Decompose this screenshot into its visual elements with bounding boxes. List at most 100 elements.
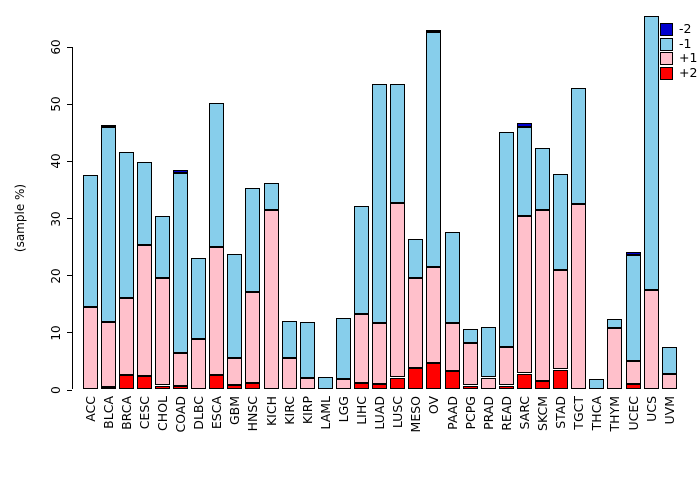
y-tick [67,46,72,48]
y-tick [67,332,72,334]
x-label-BRCA: BRCA [118,396,134,430]
bar-segment-PCPG-+2 [462,385,478,390]
y-tick-label: 30 [49,210,63,227]
bar-segment-MESO--1 [408,239,424,279]
bar-segment-PCPG-+1 [462,343,478,386]
x-label-UCS: UCS [643,396,659,422]
bar-segment-READ-+1 [498,347,514,386]
bar-segment-TGCT-+1 [571,203,587,390]
bar-segment-CESC-+1 [136,244,152,377]
y-tick-label: 60 [49,39,63,55]
x-label-DLBC: DLBC [191,396,207,430]
y-tick-label: 20 [49,268,63,284]
bar-segment-DLBC-+1 [191,339,207,390]
bar-segment-UVM--1 [661,346,677,375]
bar-segment-COAD-+1 [173,352,188,387]
bar-segment-CESC-+2 [136,376,152,390]
x-label-STAD: STAD [553,396,569,429]
x-label-MESO: MESO [408,396,424,433]
bar-segment-READ-+2 [498,385,514,390]
bar-segment-UCS-+1 [643,289,659,390]
bar-segment-DLBC--1 [191,258,207,340]
bar-segment-KIRP--1 [299,321,315,379]
legend-label: -2 [679,21,692,36]
y-axis-line [72,46,73,390]
bar-segment-BLCA--1 [100,127,116,323]
y-tick-label: 40 [49,153,63,170]
bar-segment-CHOL-+2 [154,385,170,390]
legend-label: +1 [679,50,698,65]
legend-swatch--2 [660,23,673,36]
legend-label: +2 [679,64,698,80]
x-label-CHOL: CHOL [154,396,170,431]
x-label-BLCA: BLCA [100,396,116,429]
bar-segment-SKCM-+2 [535,380,550,390]
x-label-LAML: LAML [317,396,333,430]
y-axis-title: (sample %) [13,183,27,253]
x-label-LUAD: LUAD [372,396,388,430]
y-tick-label: 0 [49,386,63,394]
x-label-UVM: UVM [661,396,677,425]
bar-segment-LUSC-+2 [390,377,406,390]
y-tick [67,389,72,391]
bar-segment-TGCT--1 [571,87,587,204]
bar-segment-HNSC--1 [245,187,261,292]
bar-segment-STAD-+1 [553,269,569,370]
x-label-COAD: COAD [173,396,188,433]
legend-swatch-+1 [660,52,673,65]
bar-segment-PCPG--1 [462,328,478,344]
x-label-PAAD: PAAD [444,396,460,430]
bar-segment-ESCA-+1 [209,247,225,376]
legend-swatch-+2 [660,66,673,80]
x-label-KIRP: KIRP [299,396,315,425]
bar-segment-BRCA-+1 [118,297,134,375]
bar-segment-UCEC-+2 [625,383,641,390]
bar-segment-UCEC-+1 [625,360,641,384]
bar-segment-KIRC--1 [281,320,297,359]
bar-segment-LGG-+1 [335,379,351,390]
x-label-LUSC: LUSC [390,396,406,429]
bar-segment-UCS--1 [643,15,659,290]
bar-segment-SARC-+2 [516,373,532,390]
bar-segment-OV--2 [426,30,442,33]
bar-segment-ESCA-+2 [209,375,225,390]
bar-segment-COAD-+2 [173,386,188,390]
x-label-ACC: ACC [82,396,98,422]
bar-segment-LIHC-+2 [354,383,369,390]
legend-label: -1 [679,35,692,51]
bar-segment-THYM--1 [607,319,623,329]
bar-segment-PAAD--1 [444,231,460,323]
bar-segment-THYM-+1 [607,328,623,390]
bar-segment-COAD--1 [173,172,188,353]
x-label-UCEC: UCEC [625,396,641,431]
bar-segment-BRCA-+2 [118,374,134,390]
bar-segment-CESC--1 [136,162,152,245]
x-label-PRAD: PRAD [480,396,496,430]
bar-segment-COAD--2 [173,170,188,173]
bar-segment-MESO-+1 [408,278,424,369]
bar-segment-CHOL-+1 [154,278,170,386]
bar-segment-HNSC-+2 [245,383,261,390]
bar-segment-THCA--1 [589,379,605,390]
x-label-LGG: LGG [335,396,351,423]
x-label-PCPG: PCPG [462,396,478,430]
x-label-TGCT: TGCT [571,396,587,430]
bar-segment-LUSC--1 [390,83,406,204]
y-tick-label: 50 [49,96,63,112]
bar-segment-LIHC-+1 [354,314,369,384]
bar-segment-BRCA--1 [118,152,134,298]
bar-segment-BLCA--2 [100,125,116,128]
bar-segment-CHOL--1 [154,215,170,279]
bar-segment-OV-+1 [426,266,442,364]
bar-segment-KIRP-+1 [299,378,315,390]
bar-segment-GBM-+2 [227,384,243,390]
x-label-THCA: THCA [589,396,605,431]
x-label-READ: READ [498,396,514,431]
bar-segment-LUAD-+2 [372,384,388,390]
bar-segment-UVM-+1 [661,374,677,390]
x-label-CESC: CESC [136,396,152,430]
bar-segment-KICH-+1 [263,209,279,390]
x-label-KIRC: KIRC [281,396,297,425]
bar-segment-OV--1 [426,32,442,267]
